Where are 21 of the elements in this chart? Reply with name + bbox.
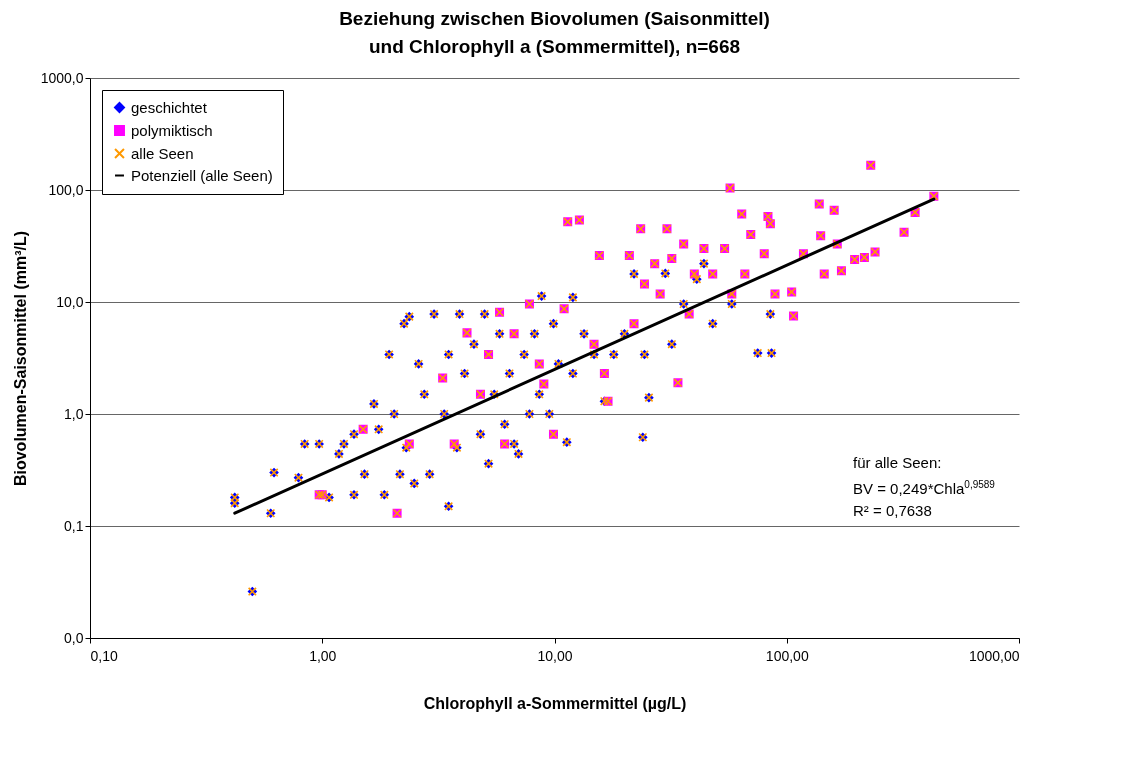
y-tick-label: 0,0 — [64, 629, 84, 646]
annotation: R² = 0,7638 — [853, 501, 933, 521]
y-tick-label: 0,1 — [64, 517, 84, 534]
y-tick-label: 1,0 — [64, 405, 84, 422]
x-tick-label: 1,00 — [309, 647, 337, 664]
chart-title: Beziehung zwischen Biovolumen (Saisonmittel) und Chlorophyll a (Sommermittel), n=668 — [339, 8, 770, 57]
y-tick-label: 1000,0 — [40, 69, 84, 86]
annotation: BV = 0,249*Chla$^{0,9589}$ — [853, 478, 995, 499]
x-tick-label: 100,00 — [765, 647, 809, 664]
x-tick-label: 1000,00 — [968, 647, 1020, 664]
annotation: für alle Seen: — [853, 453, 943, 473]
legend-label: geschichtet — [131, 98, 208, 116]
y-tick-label: 10,0 — [56, 293, 84, 310]
legend-label: alle Seen — [131, 144, 194, 162]
x-axis-title: Chlorophyll a-Sommermittel (µg/L) — [423, 694, 687, 712]
legend-label: polymiktisch — [131, 121, 213, 139]
x-tick-label: 10,00 — [537, 647, 573, 664]
legend-label: Potenziell (alle Seen) — [131, 166, 273, 184]
y-tick-label: 100,0 — [48, 181, 84, 198]
x-tick-label: 0,10 — [90, 647, 118, 664]
y-axis-title: Biovolumen-Saisonmittel (mm³/L) — [11, 230, 29, 487]
